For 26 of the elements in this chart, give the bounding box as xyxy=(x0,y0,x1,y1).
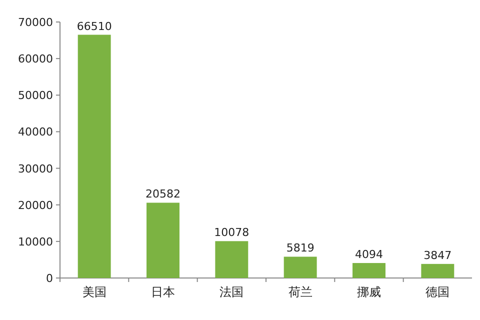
x-tick-label: 法国 xyxy=(220,285,244,299)
y-tick-label: 20000 xyxy=(18,198,53,212)
y-tick-label: 30000 xyxy=(18,162,53,176)
bar xyxy=(146,202,180,278)
data-label: 3847 xyxy=(424,248,452,262)
data-label: 66510 xyxy=(76,20,112,33)
bar xyxy=(421,264,454,278)
x-tick-label: 挪威 xyxy=(357,285,381,299)
x-tick-label: 美国 xyxy=(82,285,106,299)
bar xyxy=(215,241,248,278)
bar xyxy=(352,263,386,278)
y-tick-label: 10000 xyxy=(18,235,53,248)
data-label: 10078 xyxy=(214,226,250,240)
y-tick-label: 70000 xyxy=(18,16,53,29)
data-label: 4094 xyxy=(355,248,383,262)
y-tick-label: 60000 xyxy=(18,52,53,66)
x-tick-label: 德国 xyxy=(426,285,450,299)
x-tick-label: 荷兰 xyxy=(288,285,312,299)
data-label: 20582 xyxy=(146,188,180,201)
y-tick-label: 40000 xyxy=(18,126,53,139)
y-tick-label: 0 xyxy=(46,272,53,285)
data-label: 5819 xyxy=(286,242,314,255)
x-tick-label: 日本 xyxy=(151,285,175,299)
bar xyxy=(78,34,111,278)
bar xyxy=(284,256,317,278)
y-tick-label: 50000 xyxy=(18,89,53,102)
